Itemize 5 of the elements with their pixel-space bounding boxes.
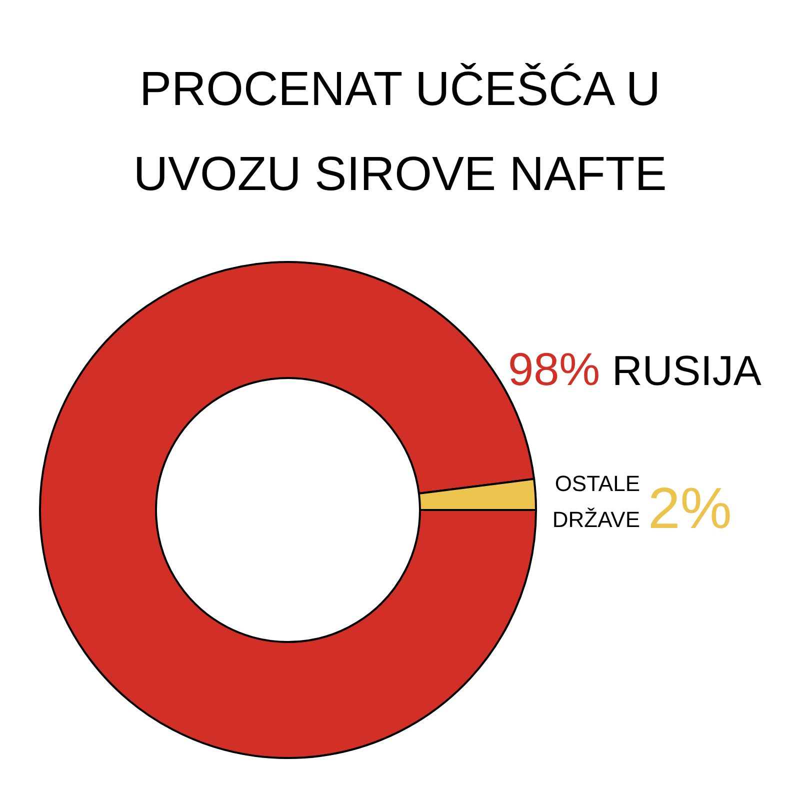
slice-label: OSTALE DRŽAVE [552,471,640,532]
data-label: 2% [648,476,732,541]
data-label: 98% [508,343,600,395]
chart-title: PROCENAT UČEŠĆA U UVOZU SIROVE NAFTE [133,63,667,201]
slice-label: RUSIJA [612,347,762,394]
